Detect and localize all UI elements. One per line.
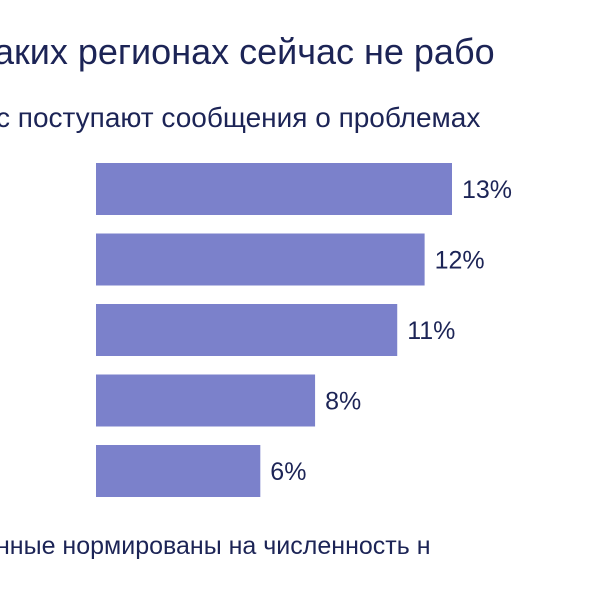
- bar-label-0: 13%: [462, 176, 512, 204]
- chart-subtitle: с поступают сообщения о проблемах: [0, 102, 481, 133]
- bar-2: [96, 304, 398, 356]
- bar-label-4: 6%: [270, 458, 306, 486]
- chart-title: аких регионах сейчас не рабо: [0, 31, 495, 72]
- chart-footnote: нные нормированы на численность н: [0, 532, 431, 560]
- bar-3: [96, 374, 316, 427]
- bar-0: [96, 163, 452, 215]
- bar-4: [96, 445, 261, 497]
- bar-label-2: 11%: [407, 317, 455, 345]
- bar-label-3: 8%: [325, 388, 361, 416]
- bar-chart: 13% 12% 11% 8% 6%: [96, 163, 512, 497]
- bar-1: [96, 233, 425, 286]
- bar-label-1: 12%: [435, 247, 485, 275]
